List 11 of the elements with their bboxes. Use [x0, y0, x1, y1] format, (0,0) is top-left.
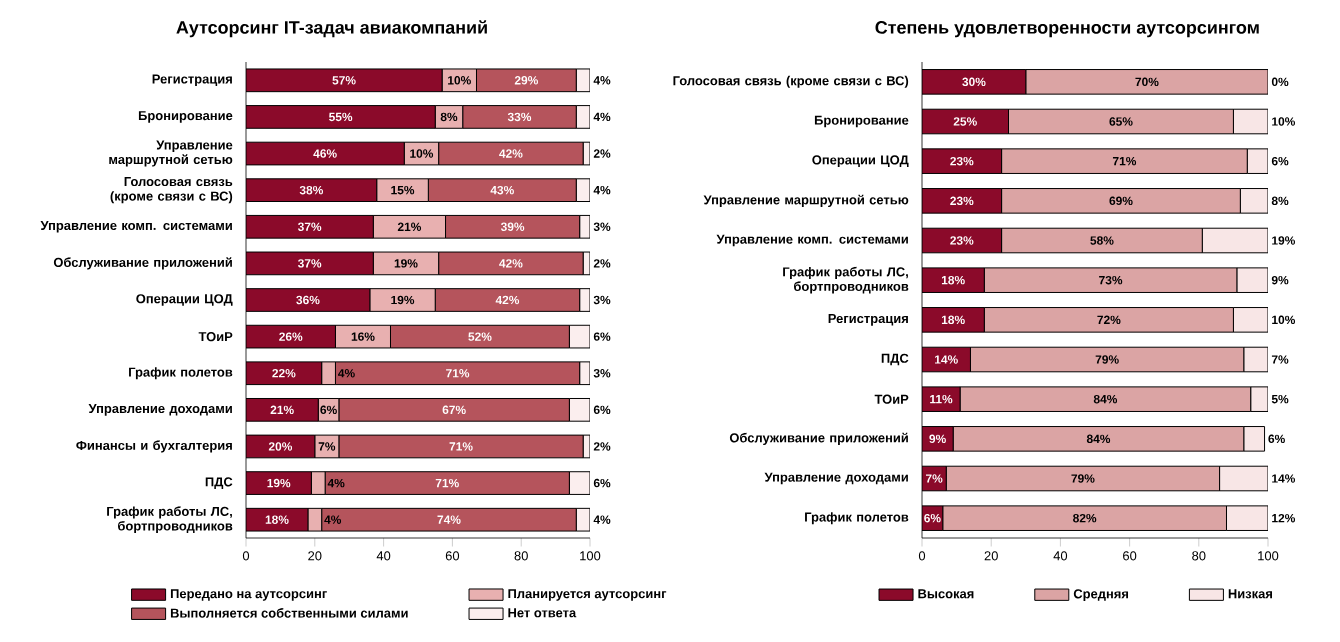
chart-title: Аутсорсинг IT-задач авиакомпаний — [176, 20, 487, 38]
bar — [246, 398, 319, 422]
bar — [246, 105, 436, 129]
bar — [1201, 227, 1269, 254]
bar — [246, 288, 371, 312]
chart-title: Степень удовлетворенности аутсорсингом — [875, 21, 1259, 38]
bar — [1243, 426, 1266, 452]
bar — [1225, 505, 1269, 531]
bar — [1219, 465, 1269, 492]
bar — [246, 68, 443, 93]
bar — [246, 178, 378, 203]
